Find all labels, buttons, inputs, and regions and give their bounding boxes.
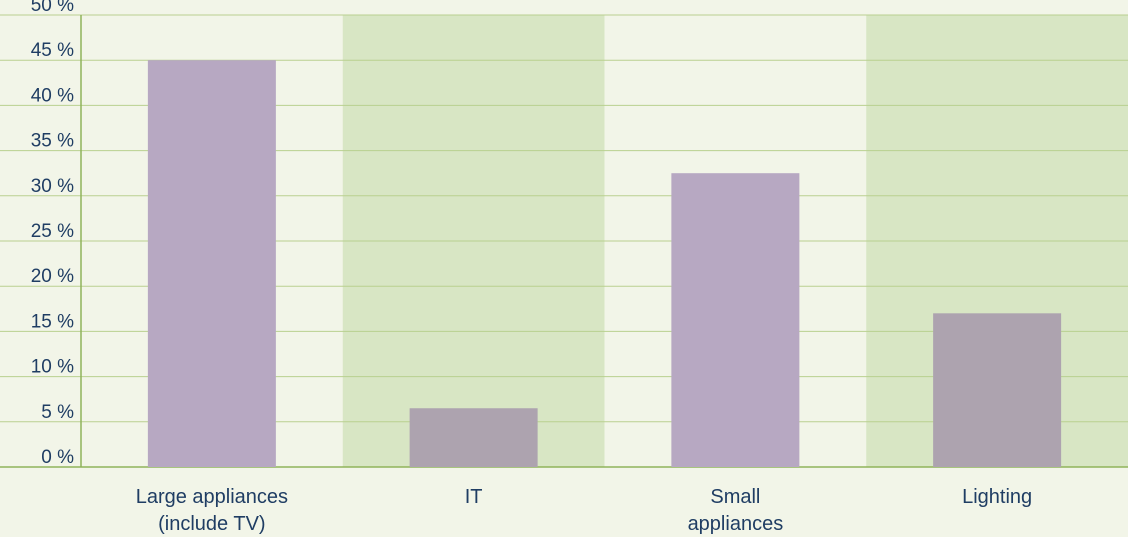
bar xyxy=(409,408,538,467)
y-tick-label: 20 % xyxy=(31,266,74,287)
y-tick-label: 45 % xyxy=(31,40,74,61)
y-tick-label: 30 % xyxy=(31,176,74,197)
x-axis-category-labels: Large appliances (include TV) IT Small appli… xyxy=(136,486,1032,535)
y-tick-label: 5 % xyxy=(41,402,74,423)
y-tick-label: 50 % xyxy=(31,0,74,16)
bar xyxy=(147,60,276,467)
y-tick-label: 10 % xyxy=(31,357,74,378)
bar xyxy=(933,313,1062,467)
y-tick-label: 15 % xyxy=(31,311,74,332)
x-tick-label: (include TV) xyxy=(158,513,265,535)
x-tick-label: appliances xyxy=(688,513,784,535)
x-tick-label: Large appliances xyxy=(136,486,288,508)
bar xyxy=(671,173,800,467)
y-tick-label: 35 % xyxy=(31,131,74,152)
x-tick-label: IT xyxy=(465,486,483,508)
x-tick-label: Lighting xyxy=(962,486,1032,508)
x-tick-label: Small xyxy=(710,486,760,508)
y-tick-label: 40 % xyxy=(31,85,74,106)
bar-series xyxy=(147,60,1062,467)
y-axis-tick-labels: 0 % 5 % 10 % 15 % 20 % 25 % 30 % 35 % 40 % 45 % 50… xyxy=(31,0,74,468)
y-tick-label: 0 % xyxy=(41,447,74,468)
y-tick-label: 25 % xyxy=(31,221,74,242)
